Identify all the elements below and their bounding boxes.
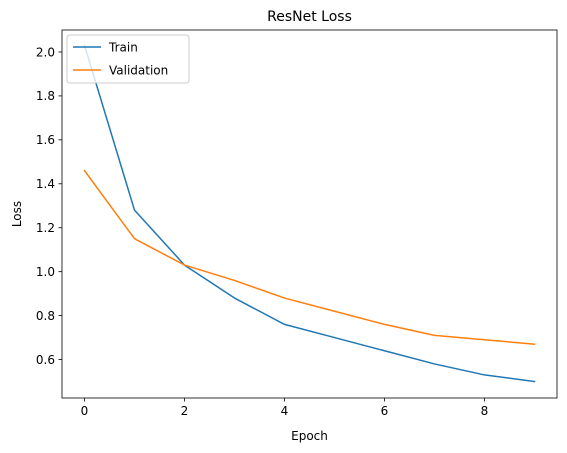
x-tick-label: 4 <box>281 404 289 418</box>
y-tick-label: 1.6 <box>36 133 55 147</box>
y-tick-label: 1.8 <box>36 89 55 103</box>
y-tick-label: 2.0 <box>36 45 55 59</box>
plot-area: 0 2 4 6 8 0.6 0.8 1.0 1.2 1.4 1.6 1.8 2.0 <box>36 30 557 418</box>
y-tick-label: 0.8 <box>36 309 55 323</box>
legend-label-validation: Validation <box>109 63 168 77</box>
legend-label-train: Train <box>108 40 138 54</box>
x-axis-label: Epoch <box>291 429 328 443</box>
y-tick-label: 0.6 <box>36 353 55 367</box>
x-tick-label: 0 <box>81 404 89 418</box>
chart-title: ResNet Loss <box>267 9 352 25</box>
y-tick-label: 1.0 <box>36 265 55 279</box>
plot-frame <box>62 30 557 398</box>
x-tick-label: 8 <box>481 404 489 418</box>
x-tick-label: 2 <box>181 404 189 418</box>
y-axis-label: Loss <box>10 201 24 227</box>
series-line-train <box>85 45 535 381</box>
y-tick-label: 1.2 <box>36 221 55 235</box>
x-tick-label: 6 <box>381 404 389 418</box>
legend: Train Validation <box>67 35 189 83</box>
y-tick-label: 1.4 <box>36 177 55 191</box>
series-line-validation <box>85 171 535 345</box>
